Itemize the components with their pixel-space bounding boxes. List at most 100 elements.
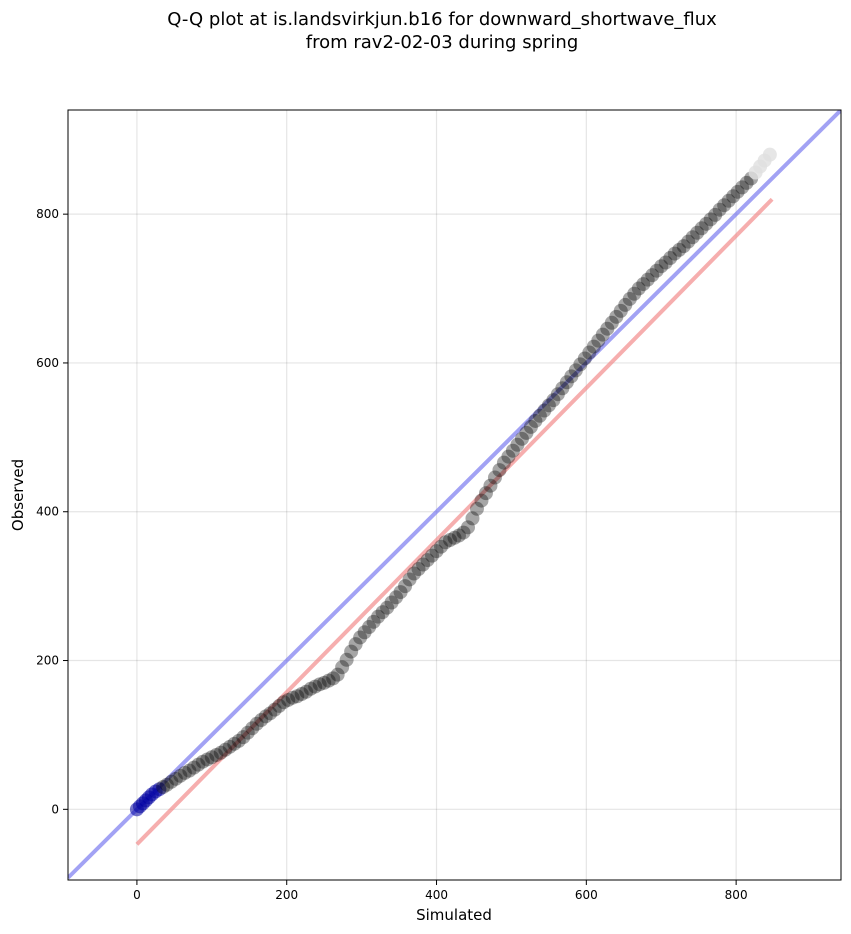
data-point	[591, 333, 606, 348]
data-point	[618, 297, 633, 312]
data-point	[371, 609, 386, 624]
y-tick-label: 600	[36, 356, 59, 370]
chart-title-line-1: Q-Q plot at is.landsvirkjun.b16 for down…	[167, 9, 717, 30]
data-point	[510, 437, 525, 452]
data-point	[595, 327, 610, 342]
data-point	[335, 660, 350, 675]
data-point	[204, 750, 219, 765]
data-point	[523, 419, 538, 434]
data-point	[236, 730, 251, 745]
data-point	[438, 535, 453, 550]
data-point	[263, 706, 278, 721]
x-tick-label: 400	[425, 888, 448, 902]
data-point	[353, 630, 368, 645]
x-axis-label: Simulated	[416, 906, 492, 924]
data-point	[528, 413, 543, 428]
data-point	[425, 548, 440, 563]
data-point	[308, 679, 323, 694]
data-point	[177, 765, 192, 780]
data-point	[730, 184, 745, 199]
data-point	[654, 259, 669, 274]
data-point	[496, 455, 511, 470]
data-point	[631, 281, 646, 296]
data-point	[407, 566, 422, 581]
data-point	[339, 652, 354, 667]
data-point	[735, 180, 750, 195]
data-point	[200, 752, 215, 767]
data-point	[708, 207, 723, 222]
data-point	[712, 202, 727, 217]
data-point	[699, 216, 714, 231]
y-tick-label: 0	[51, 802, 59, 816]
data-point	[281, 692, 296, 707]
data-point	[416, 557, 431, 572]
data-point	[681, 234, 696, 249]
data-point	[348, 637, 363, 652]
data-points	[129, 147, 777, 817]
data-point	[195, 754, 210, 769]
data-point	[272, 698, 287, 713]
y-axis-label: Observed	[9, 459, 27, 531]
chart-title-line-2: from rav2-02-03 during spring	[305, 32, 579, 53]
data-point	[156, 780, 171, 795]
data-point	[627, 286, 642, 301]
data-point	[429, 544, 444, 559]
data-point	[159, 777, 174, 792]
data-point	[474, 493, 489, 508]
data-point	[663, 251, 678, 266]
data-point	[267, 702, 282, 717]
data-point	[676, 239, 691, 254]
data-point	[240, 725, 255, 740]
data-point	[514, 431, 529, 446]
data-point	[299, 684, 314, 699]
data-point	[443, 533, 458, 548]
data-point	[604, 315, 619, 330]
data-point	[420, 553, 435, 568]
data-point	[456, 525, 471, 540]
data-point	[231, 733, 246, 748]
data-point	[550, 387, 565, 402]
data-point	[218, 742, 233, 757]
y-axis-ticks: 0 200 400 600 800	[36, 207, 68, 816]
data-point	[294, 687, 309, 702]
data-point	[478, 486, 493, 501]
data-point	[739, 175, 754, 190]
data-point	[541, 398, 556, 413]
data-point	[362, 620, 377, 635]
data-point	[186, 760, 201, 775]
data-point	[609, 309, 624, 324]
data-point	[312, 677, 327, 692]
data-point	[564, 369, 579, 384]
data-point	[402, 572, 417, 587]
y-tick-label: 800	[36, 207, 59, 221]
data-point	[384, 595, 399, 610]
data-point	[222, 739, 237, 754]
data-point	[276, 695, 291, 710]
data-point	[690, 225, 705, 240]
data-point	[375, 605, 390, 620]
data-point	[434, 539, 449, 554]
data-point	[258, 709, 273, 724]
grid	[68, 110, 841, 880]
data-point	[285, 690, 300, 705]
data-point	[152, 782, 167, 797]
data-point	[249, 716, 264, 731]
one-to-one-line	[68, 110, 841, 880]
data-point	[447, 530, 462, 545]
data-point	[344, 644, 359, 659]
y-tick-label: 200	[36, 654, 59, 668]
data-point	[640, 272, 655, 287]
data-point	[667, 246, 682, 261]
data-point	[555, 381, 570, 396]
data-point	[303, 681, 318, 696]
plot-frame	[67, 109, 842, 881]
data-point	[613, 303, 628, 318]
data-point	[317, 675, 332, 690]
data-point	[636, 277, 651, 292]
data-point	[672, 242, 687, 257]
data-point	[451, 528, 466, 543]
data-point	[537, 403, 552, 418]
x-tick-label: 200	[275, 888, 298, 902]
